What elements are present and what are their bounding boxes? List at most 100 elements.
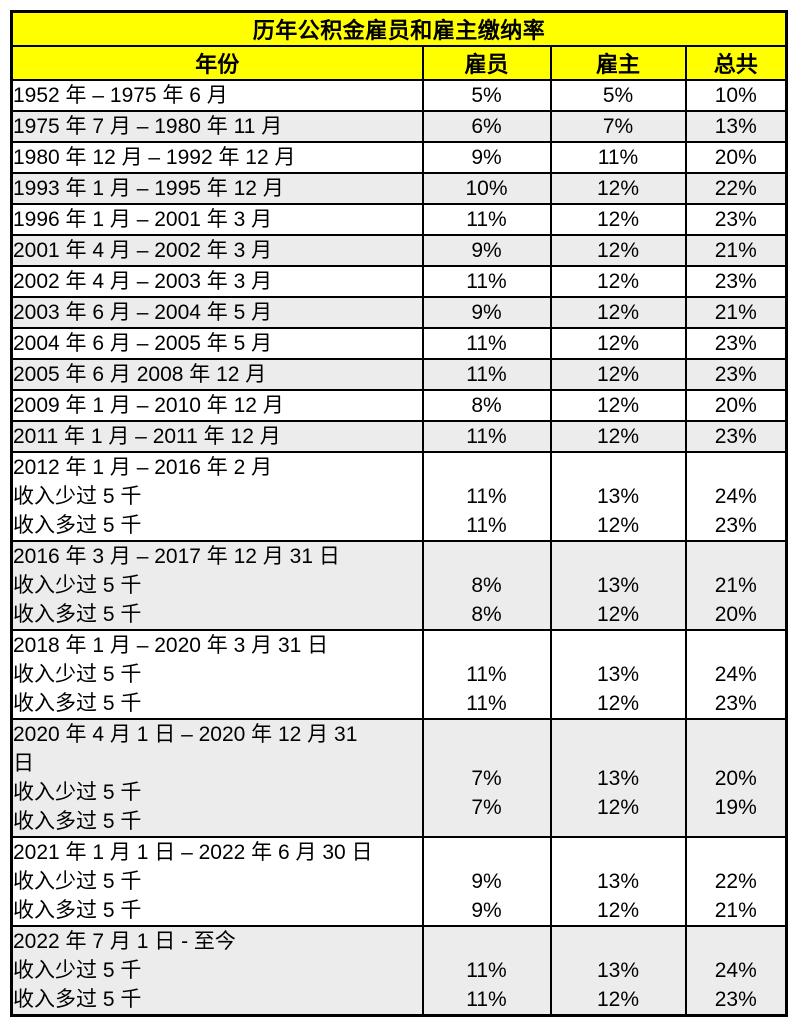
employee-rate-cell-line: 7% [471, 766, 502, 790]
table-row: 2021 年 1 月 1 日 – 2022 年 6 月 30 日收入少过 5 千… [10, 836, 788, 927]
table-row: 1975 年 7 月 – 1980 年 11 月 6% 7% 13% [10, 110, 788, 143]
employee-rate-cell-line: 9% [471, 146, 502, 169]
total-rate-cell-line: 20% [714, 146, 757, 169]
employee-rate-cell-line [424, 927, 550, 956]
table-row: 1952 年 – 1975 年 6 月 5% 5% 10% [10, 79, 788, 112]
employer-rate-cell-line: 12% [596, 332, 640, 355]
total-rate-cell: 21% [684, 234, 788, 267]
total-rate-cell-line: 20% [714, 603, 757, 626]
total-rate-cell-line: 21% [714, 239, 757, 262]
period-cell: 2001 年 4 月 – 2002 年 3 月 [10, 234, 424, 267]
employee-rate-cell: 5% [421, 79, 552, 112]
total-rate-cell-line: 19% [714, 795, 757, 819]
total-rate-cell: 23% [684, 327, 788, 360]
employer-rate-cell-line [552, 542, 685, 571]
employer-rate-cell-line: 12% [596, 208, 640, 231]
employee-rate-cell: 11% [421, 327, 552, 360]
employer-rate-cell-line: 12% [596, 514, 640, 537]
employee-rate-cell: 11% 11% [421, 925, 552, 1017]
employer-rate-cell-line: 12% [596, 603, 640, 626]
period-cell-line: 收入少过 5 千 [13, 663, 142, 686]
employer-rate-cell-line: 12% [596, 270, 640, 293]
period-cell-line: 2020 年 4 月 1 日 – 2020 年 12 月 31 [13, 723, 358, 746]
total-rate-cell: 24% 23% [684, 629, 788, 720]
employer-rate-cell-line [552, 453, 685, 482]
total-rate-cell-line [687, 735, 786, 764]
employee-rate-cell: 9% [421, 296, 552, 329]
period-cell: 2004 年 6 月 – 2005 年 5 月 [10, 327, 424, 360]
total-rate-cell-line: 21% [714, 574, 757, 597]
table-row: 2020 年 4 月 1 日 – 2020 年 12 月 31 日收入少过 5 千… [10, 718, 788, 838]
period-cell-line: 1993 年 1 月 – 1995 年 12 月 [13, 177, 284, 200]
employer-rate-cell: 12% [549, 327, 687, 360]
table-row: 2001 年 4 月 – 2002 年 3 月 9% 12% 21% [10, 234, 788, 267]
total-rate-cell-line: 23% [714, 208, 757, 231]
total-rate-cell-line: 21% [714, 301, 757, 324]
period-cell-line: 2018 年 1 月 – 2020 年 3 月 31 日 [13, 634, 329, 657]
total-rate-cell: 21% 20% [684, 540, 788, 631]
employer-rate-cell-line: 13% [596, 959, 640, 982]
period-cell: 2020 年 4 月 1 日 – 2020 年 12 月 31 日收入少过 5 千… [10, 718, 424, 838]
total-rate-cell-line [687, 631, 786, 660]
employee-rate-cell: 7% 7% [421, 718, 552, 838]
employee-rate-cell-line: 11% [466, 363, 507, 386]
table-row: 2022 年 7 月 1 日 - 至今 收入少过 5 千收入多过 5 千 11% 1… [10, 925, 788, 1017]
total-rate-cell: 24% 23% [684, 451, 788, 542]
period-cell-line: 收入多过 5 千 [13, 514, 142, 537]
table-row: 2004 年 6 月 – 2005 年 5 月 11% 12% 23% [10, 327, 788, 360]
period-cell: 2016 年 3 月 – 2017 年 12 月 31 日收入少过 5 千收入多… [10, 540, 424, 631]
total-rate-cell-line: 23% [714, 270, 757, 293]
employer-rate-cell-line: 13% [596, 870, 640, 893]
employer-rate-cell: 12% [549, 265, 687, 298]
employee-rate-cell-line: 9% [471, 239, 502, 262]
employee-rate-cell-line: 11% [466, 332, 507, 355]
employer-rate-cell-line: 12% [596, 239, 640, 262]
total-rate-cell: 22% 21% [684, 836, 788, 927]
employer-rate-cell-line: 13% [596, 485, 640, 508]
title-row: 历年公积金雇员和雇主缴纳率 [10, 10, 788, 47]
employee-rate-cell-line: 7% [471, 795, 502, 819]
total-rate-cell: 23% [684, 358, 788, 391]
employer-rate-cell-line: 11% [597, 146, 639, 169]
employee-rate-cell: 11% [421, 203, 552, 236]
period-cell-line: 2005 年 6 月 2008 年 12 月 [13, 363, 267, 386]
period-cell: 1996 年 1 月 – 2001 年 3 月 [10, 203, 424, 236]
employee-rate-cell-line: 8% [471, 603, 502, 626]
table-row: 2018 年 1 月 – 2020 年 3 月 31 日收入少过 5 千收入多过… [10, 629, 788, 720]
period-cell: 1993 年 1 月 – 1995 年 12 月 [10, 172, 424, 205]
employer-rate-cell-line: 12% [596, 394, 640, 417]
total-rate-cell: 21% [684, 296, 788, 329]
employer-rate-cell: 12% [549, 234, 687, 267]
employee-rate-cell: 11% [421, 265, 552, 298]
employee-rate-cell: 9% [421, 141, 552, 174]
period-cell-line: 2001 年 4 月 – 2002 年 3 月 [13, 239, 273, 262]
employee-rate-cell-line: 11% [466, 692, 507, 715]
employee-rate-cell-line [424, 453, 550, 482]
column-header-employee: 雇员 [421, 45, 552, 81]
period-cell-line: 收入少过 5 千 [13, 485, 142, 508]
period-cell: 2018 年 1 月 – 2020 年 3 月 31 日收入少过 5 千收入多过… [10, 629, 424, 720]
employee-rate-cell-line [424, 735, 550, 764]
period-cell-line: 收入多过 5 千 [13, 692, 142, 715]
employee-rate-cell-line: 6% [471, 115, 502, 138]
table-row: 2005 年 6 月 2008 年 12 月 11% 12% 23% [10, 358, 788, 391]
column-header-total: 总共 [684, 45, 788, 81]
employer-rate-cell: 13% 12% [549, 925, 687, 1017]
period-cell-line: 2016 年 3 月 – 2017 年 12 月 31 日 [13, 545, 340, 568]
period-cell-line: 收入少过 5 千 [13, 959, 142, 982]
total-rate-cell-line [687, 453, 786, 482]
total-rate-cell-line: 22% [714, 177, 757, 200]
employee-rate-cell-line: 11% [466, 514, 507, 537]
employer-rate-cell-line [552, 735, 685, 764]
column-header-employer: 雇主 [549, 45, 687, 81]
employee-rate-cell-line [424, 542, 550, 571]
table-row: 1993 年 1 月 – 1995 年 12 月 10% 12% 22% [10, 172, 788, 205]
period-cell-line: 收入少过 5 千 [13, 574, 142, 597]
employee-rate-cell: 10% [421, 172, 552, 205]
employee-rate-cell-line: 11% [466, 663, 507, 686]
employer-rate-cell-line: 12% [596, 899, 640, 922]
employee-rate-cell-line: 11% [466, 270, 507, 293]
employee-rate-cell: 9% [421, 234, 552, 267]
employer-rate-cell: 12% [549, 296, 687, 329]
